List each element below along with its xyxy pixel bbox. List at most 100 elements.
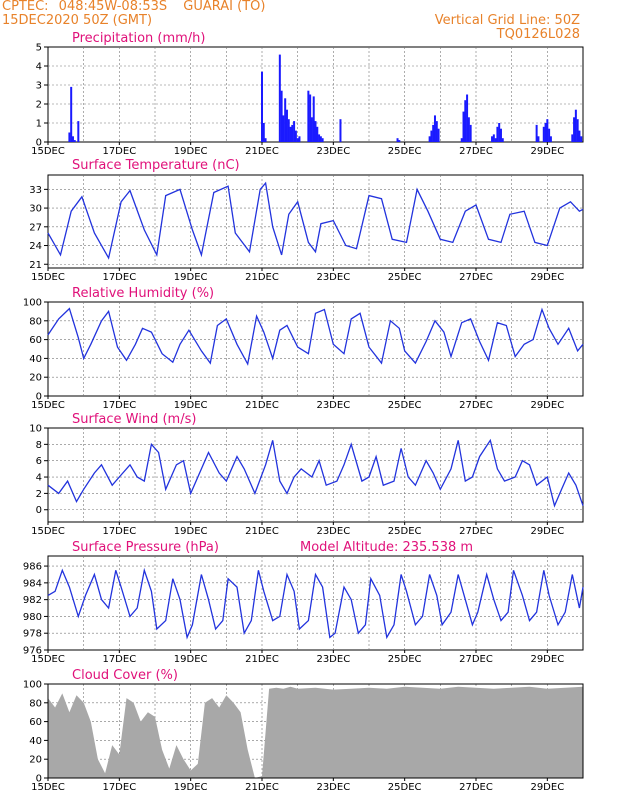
x-tick-label: 23DEC: [316, 654, 350, 665]
x-tick-label: 15DEC: [31, 526, 65, 537]
y-tick-label: 982: [23, 595, 42, 606]
y-tick-label: 986: [23, 562, 42, 573]
precip-bar: [467, 117, 470, 142]
precip-bar: [432, 124, 435, 142]
x-tick-label: 17DEC: [102, 654, 136, 665]
plot-frame: [47, 174, 584, 269]
precip-bar: [307, 90, 310, 142]
panel-title: Cloud Cover (%): [72, 668, 178, 683]
precip-bar: [289, 126, 292, 142]
y-tick-label: 0: [36, 138, 42, 149]
precip-bar: [574, 109, 577, 142]
panel-4: 976 978 980 982 984 986 15DEC 17DEC 19DEC 21DEC 23…: [23, 540, 584, 665]
x-tick-label: 27DEC: [459, 400, 493, 411]
y-tick-label: 976: [23, 646, 42, 657]
y-tick-label: 980: [23, 612, 42, 623]
x-tick-label: 15DEC: [31, 146, 65, 157]
precip-bar: [339, 119, 342, 142]
x-tick-label: 21DEC: [245, 400, 279, 411]
precip-bar: [318, 134, 321, 142]
y-tick-label: 20: [29, 755, 42, 766]
precip-bar: [469, 124, 472, 142]
x-tick-label: 17DEC: [102, 782, 136, 793]
series-line: [47, 307, 584, 366]
source-label: CPTEC:: [2, 0, 49, 14]
y-tick-label: 4: [36, 473, 42, 484]
y-tick-label: 80: [29, 316, 42, 327]
cloud-area: [48, 686, 583, 778]
x-tick-label: 17DEC: [102, 272, 136, 283]
plot-frame: [47, 427, 584, 523]
panel-2: 0 20 40 60 80 100 15DEC 17DEC 19DEC 21DEC 23DEC 25D…: [23, 286, 584, 411]
precip-bar: [284, 98, 287, 142]
x-tick-label: 25DEC: [388, 654, 422, 665]
precip-bar: [491, 136, 494, 142]
y-tick-label: 2: [36, 100, 42, 111]
precip-bar: [549, 136, 552, 142]
precip-bar: [70, 86, 73, 142]
precip-bar: [430, 130, 433, 142]
x-tick-label: 21DEC: [245, 272, 279, 283]
precip-bar: [310, 117, 313, 142]
y-tick-label: 21: [29, 260, 42, 271]
y-tick-label: 30: [29, 204, 42, 215]
precip-bar: [296, 138, 299, 142]
plot-frame: [47, 301, 584, 397]
precip-bar: [537, 136, 540, 142]
x-tick-label: 15DEC: [31, 272, 65, 283]
precip-bar: [499, 128, 502, 142]
precip-bar: [282, 115, 285, 142]
y-tick-label: 20: [29, 373, 42, 384]
x-tick-label: 23DEC: [316, 146, 350, 157]
panel-5: 0 20 40 60 80 100 15DEC 17DEC 19DEC 21DEC 23DEC 25D…: [23, 668, 584, 793]
precip-bar: [544, 123, 547, 142]
precip-bar: [498, 123, 501, 142]
x-tick-label: 21DEC: [245, 146, 279, 157]
precip-bar: [314, 121, 317, 142]
precip-bar: [435, 121, 438, 142]
series-line: [47, 181, 584, 260]
x-tick-label: 15DEC: [31, 654, 65, 665]
precip-bar: [294, 130, 297, 142]
precip-bar: [291, 124, 294, 142]
x-tick-label: 23DEC: [316, 526, 350, 537]
y-tick-label: 6: [36, 456, 42, 467]
y-tick-label: 4: [36, 62, 42, 73]
x-tick-label: 19DEC: [174, 146, 208, 157]
panel-title: Surface Temperature (nC): [72, 158, 240, 173]
x-tick-label: 21DEC: [245, 654, 279, 665]
x-tick-label: 15DEC: [31, 400, 65, 411]
y-tick-label: 24: [29, 241, 42, 252]
x-tick-label: 15DEC: [31, 782, 65, 793]
x-tick-label: 17DEC: [102, 146, 136, 157]
x-tick-label: 29DEC: [530, 146, 564, 157]
y-tick-label: 60: [29, 335, 42, 346]
precip-bar: [293, 121, 296, 142]
model-label: TQ0126L028: [496, 27, 580, 42]
panel-3: 0 2 4 6 8 10 15DEC 17DEC 19DEC 21DEC 23DEC 25DEC 27D…: [29, 412, 584, 537]
plot-frame: [47, 555, 584, 651]
x-tick-label: 27DEC: [459, 146, 493, 157]
x-tick-label: 27DEC: [459, 526, 493, 537]
y-tick-label: 0: [36, 505, 42, 516]
precip-bar: [548, 128, 551, 142]
precip-bar: [428, 136, 431, 142]
precip-bar: [576, 119, 579, 142]
precip-bar: [398, 140, 401, 142]
y-tick-label: 0: [36, 774, 42, 785]
x-tick-label: 17DEC: [102, 400, 136, 411]
y-tick-label: 27: [29, 222, 42, 233]
x-tick-label: 23DEC: [316, 782, 350, 793]
precip-bar: [501, 138, 504, 142]
precip-bar: [496, 126, 499, 142]
panel-0: 0 1 2 3 4 5 15DEC 17DEC 19DEC 21DEC 23DEC 25DEC 27DE…: [31, 31, 584, 157]
precip-bar: [464, 100, 467, 142]
x-tick-label: 21DEC: [245, 526, 279, 537]
panel-title: Surface Wind (m/s): [72, 412, 196, 427]
precip-bar: [298, 136, 301, 142]
y-tick-label: 0: [36, 392, 42, 403]
precip-bar: [280, 90, 283, 142]
precip-bar: [578, 130, 581, 142]
plot-frame: [47, 683, 584, 779]
x-tick-label: 17DEC: [102, 526, 136, 537]
